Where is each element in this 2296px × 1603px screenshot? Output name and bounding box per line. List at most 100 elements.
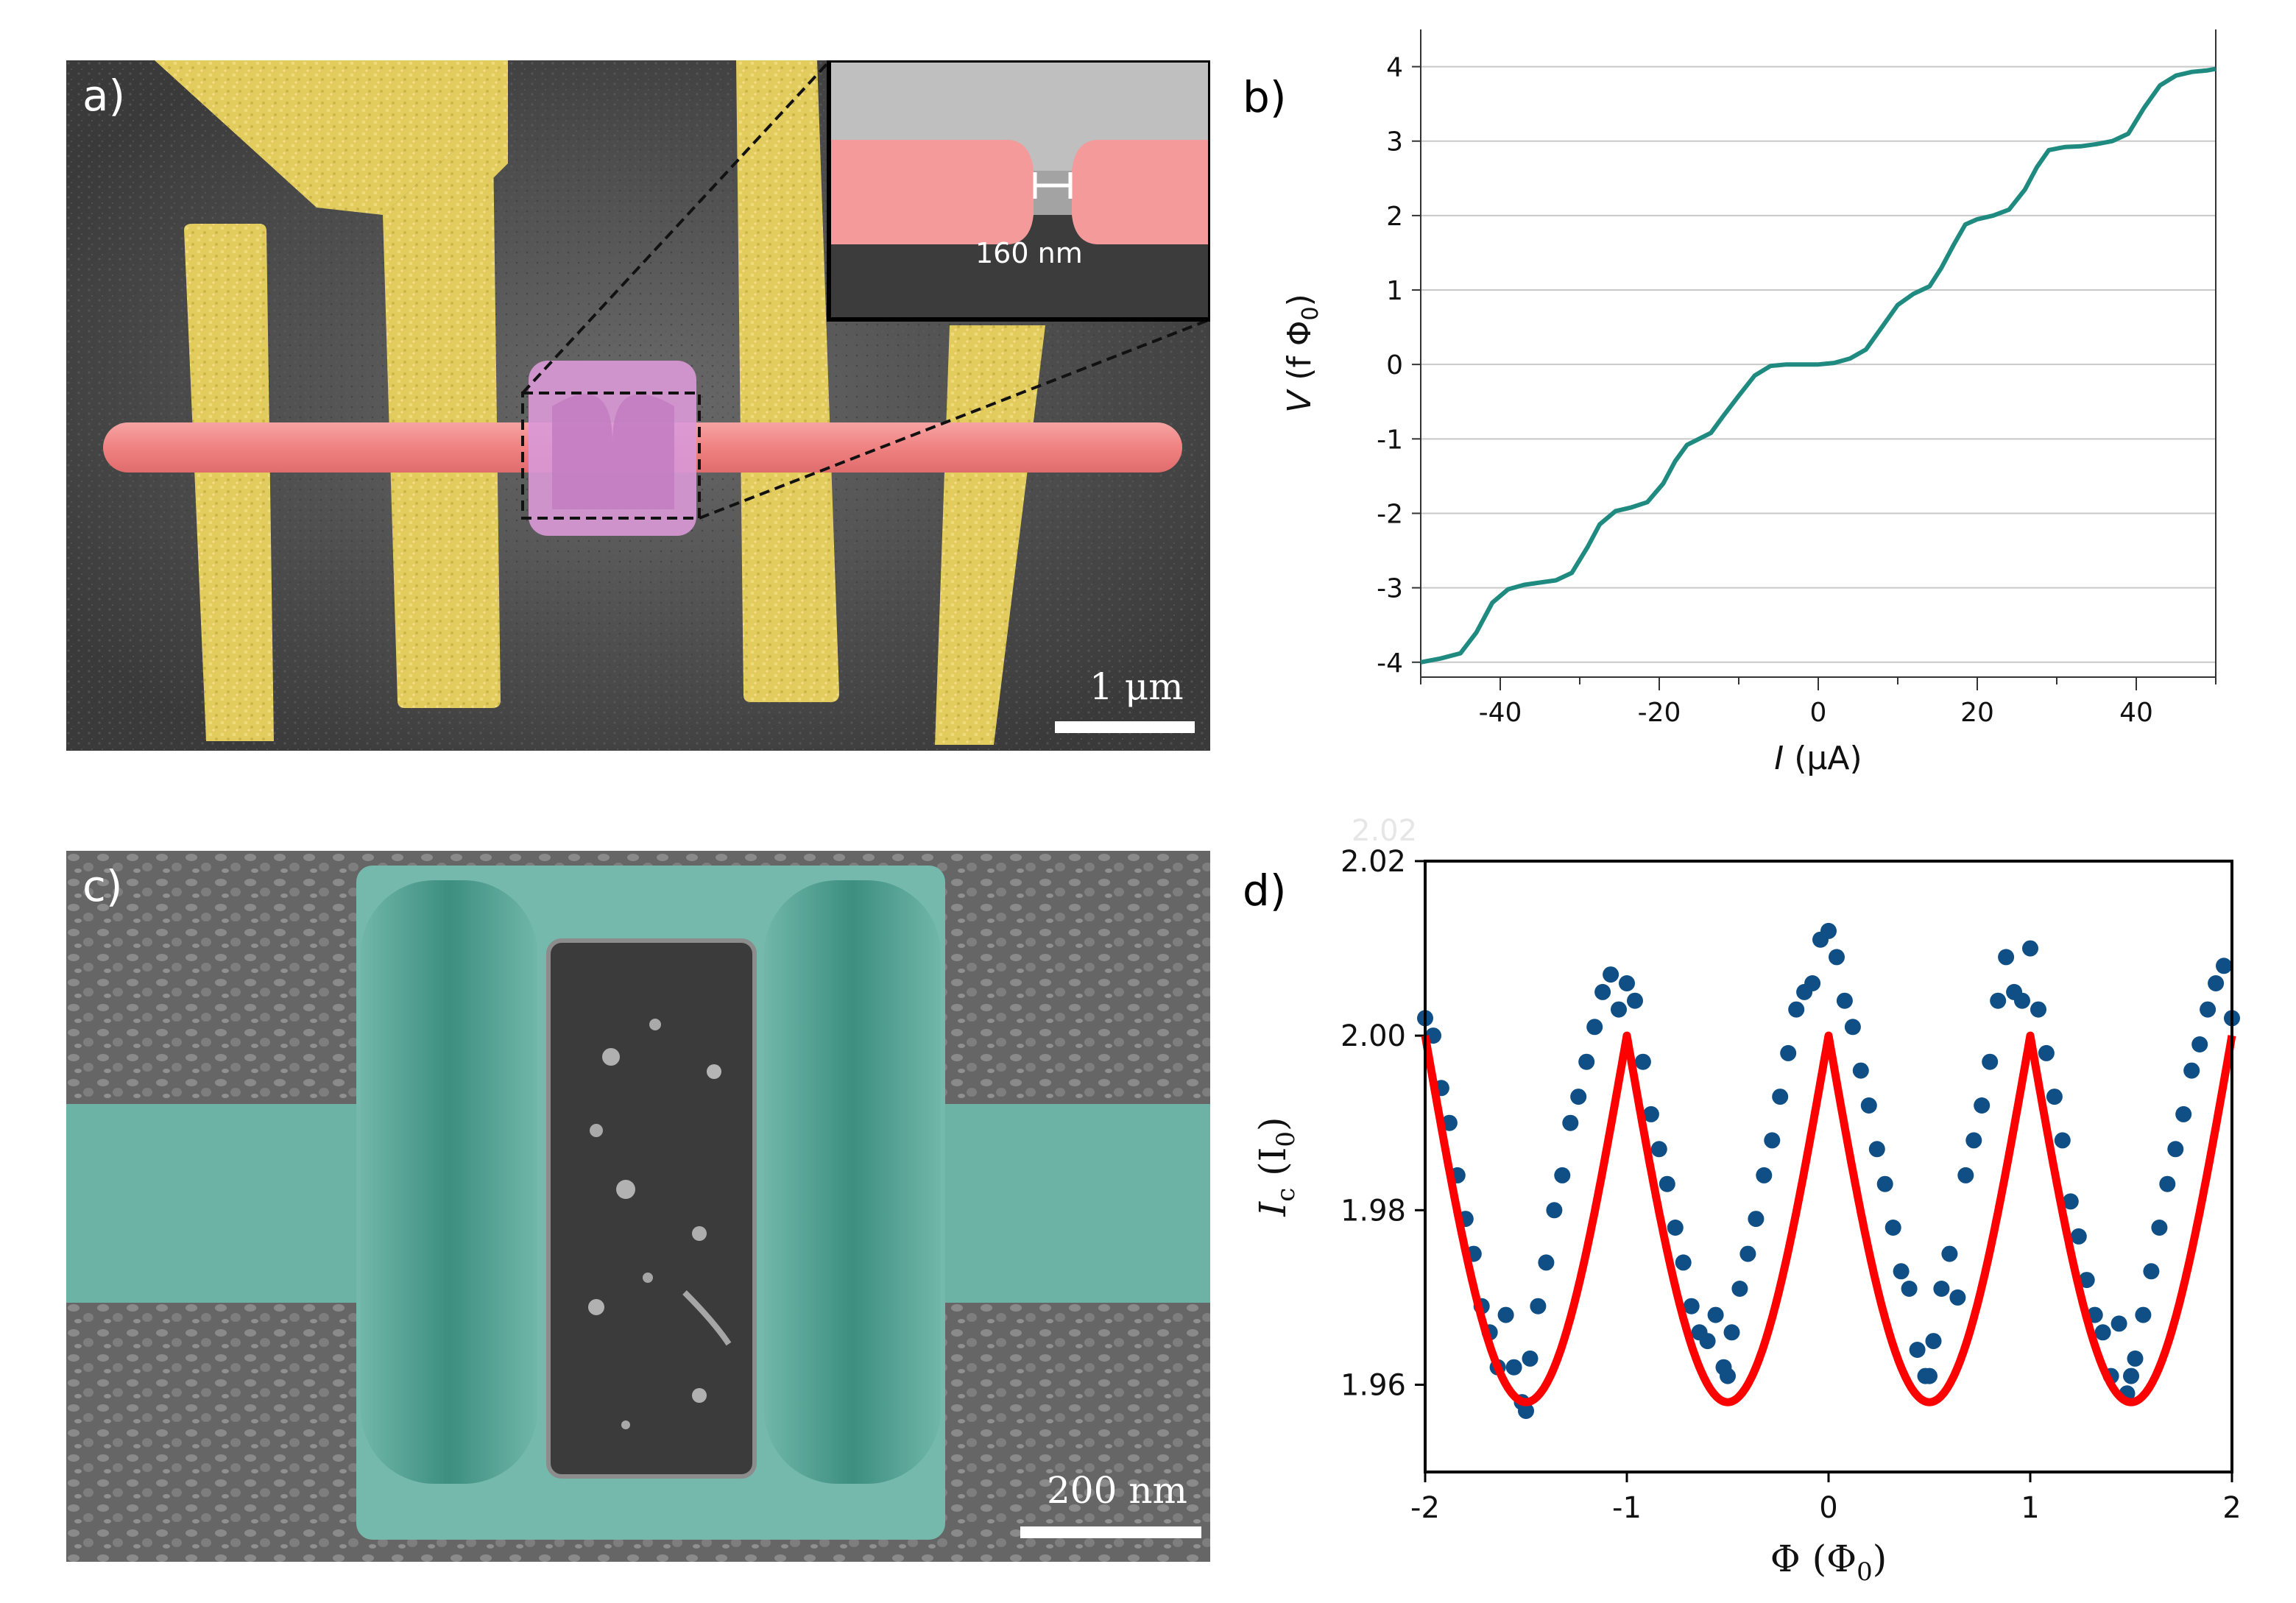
chart-d-ytick-label: 1.96 [1340,1368,1406,1402]
gold-electrode-top [155,60,508,215]
chart-d-xticks: -2 -1 0 1 2 [1410,1472,2242,1525]
chart-d-data-point [1893,1263,1910,1280]
chart-b-axes [1420,29,2216,678]
chart-d-data-point [1921,1367,1938,1384]
chart-d-data-point [2216,958,2232,974]
chart-d-data-point [1554,1167,1571,1183]
chart-d-data-point [1570,1089,1587,1105]
chart-d-data-point [1627,992,1643,1009]
chart-d-frame [1424,860,2233,1473]
chart-d-data-point [2014,992,2030,1009]
chart-d-data-point [1780,1044,1797,1061]
panel-a: 160 nm a) 1 μm [66,58,1212,751]
chart-b-ylabel: V (f Φ0) [1281,294,1324,413]
chart-d-xlabel: Φ (Φ0) [1770,1537,1887,1587]
chart-d-data-point [1844,1019,1861,1036]
panel-label-a: a) [82,71,126,121]
chart-d-data-point [1634,1053,1651,1070]
chart-d-data-point [2054,1132,2071,1149]
gold-electrode-3 [736,60,839,702]
chart-d-data-point [2110,1315,2127,1332]
chart-d-data-point [1860,1097,1877,1114]
chart-d-data-point [1949,1289,1966,1306]
chart-d-data-point [1731,1281,1748,1297]
chart-b-xtick-label: -40 [1479,698,1522,728]
scalebar-c [1020,1526,1201,1538]
chart-b-ytick-label: -2 [1377,499,1403,529]
chart-d-data-point [2183,1062,2200,1079]
chart-b-series [1420,66,2216,665]
chart-d-data-point [2127,1350,2144,1367]
chart-d-data-point [1659,1175,1675,1192]
chart-d-data-point [2078,1272,2095,1289]
panel-label-d: d) [1243,866,1287,916]
chart-d-xtick-label: 0 [1819,1491,1837,1525]
chart-d-data-point [1707,1306,1724,1323]
chart-d-data-point [1788,1001,1805,1018]
chart-d-xtick-label: -1 [1612,1491,1642,1525]
chart-d-axes [1424,860,2233,1473]
chart-d-data-point [1804,975,1821,991]
central-hole [546,938,757,1479]
chart-d-data-point [2200,1001,2216,1018]
chart-d-data-point [1925,1333,1942,1350]
chart-d-data-point [1933,1281,1950,1297]
chart-d-data-point [1538,1254,1555,1271]
chart-d-data-point [2159,1175,2176,1192]
chart-b-ytick-label: 2 [1386,202,1403,232]
scalebar-a [1055,721,1195,733]
chart-d-xtick-label: 2 [2222,1491,2241,1525]
chart-d-data-point [1578,1053,1595,1070]
chart-d-xtick-label: -2 [1410,1491,1440,1525]
chart-d-data-point [1885,1220,1901,1236]
chart-b-ytick-label: 1 [1386,276,1403,306]
chart-d-data-point [2022,940,2038,957]
chart-b-xlabel: I (μA) [1774,740,1862,777]
chart-b-xtick-label: -20 [1638,698,1681,728]
chart-d-data-point [1699,1333,1716,1350]
chart-d-data-point [1909,1342,1926,1358]
chart-d-data-point [1829,949,1845,966]
chart-b-xtick-label: 0 [1810,698,1827,728]
panel-label-b: b) [1243,72,1287,122]
chart-d-data-point [2038,1044,2055,1061]
chart-d-ytick-label: 1.98 [1340,1194,1406,1228]
chart-d-data-point [2167,1141,2184,1158]
chart-d-data-point [2046,1089,2063,1105]
panel-c: c) 200 nm [66,851,1210,1562]
chart-d-data-point [1723,1324,1740,1341]
chart-d-data-point [1546,1202,1563,1219]
chart-d-fit [1421,1031,2236,1406]
chart-d-data-point [1965,1132,1982,1149]
gold-electrode-1 [184,224,274,741]
chart-b-ytick-label: -3 [1377,574,1403,604]
chart-d-points [1417,922,2240,1419]
chart-d-data-point [1522,1350,1539,1367]
chart-d-ylabel: Ic (I0) [1251,1117,1301,1217]
chart-d-data-point [1998,949,2015,966]
chart-d-data-point [1667,1220,1684,1236]
chart-b-xtick-label: 40 [2119,698,2153,728]
chart-d-data-point [1764,1132,1781,1149]
chart-d-data-point [1619,975,1635,991]
chart-d-data-point [1901,1281,1918,1297]
chart-d-data-point [2208,975,2225,991]
chart-d-data-point [1675,1254,1692,1271]
chart-d-data-point [1974,1097,1991,1114]
inset-gap-label: 160 nm [975,237,1083,269]
chart-b: -4 -3 -2 -1 0 1 2 3 4 -40 -20 0 20 40 I (μA) V (f Φ0… [1281,29,2216,777]
chart-b-yticks: -4 -3 -2 -1 0 1 2 3 4 [1377,53,1421,679]
chart-b-ytick-label: 3 [1386,127,1403,158]
chart-d-data-point [2062,1193,2079,1210]
chart-d-data-point [2070,1228,2087,1245]
chart-d-data-point [1852,1062,1869,1079]
chart-d-data-point [2191,1036,2208,1052]
chart-d-data-point [1562,1114,1579,1131]
chart-d-data-point [1748,1211,1765,1228]
chart-b-ytick-label: 0 [1386,350,1403,381]
chart-b-ytick-label: -4 [1377,648,1403,679]
inset-wire-right [1072,140,1208,244]
chart-d-ytick-label: 2.02 [1340,845,1406,879]
chart-d-data-point [1497,1306,1514,1323]
sem-image-a [66,58,1212,751]
